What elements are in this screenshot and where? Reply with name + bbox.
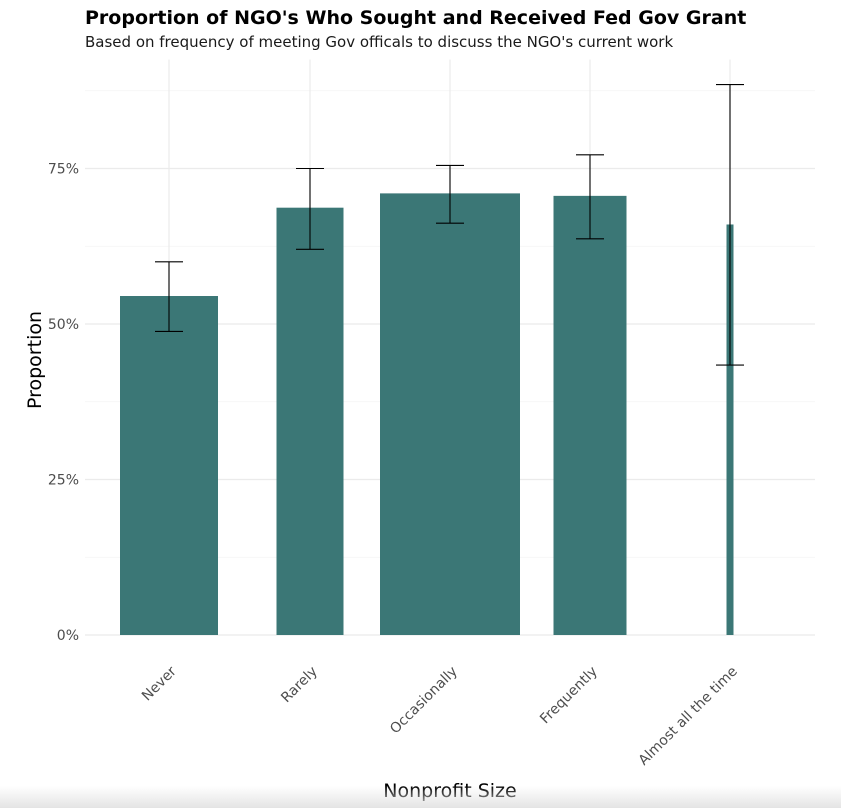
x-tick-label: Occasionally [387,664,461,738]
y-tick-label: 25% [48,473,79,489]
bar [726,224,734,636]
bar [276,207,344,635]
x-tick-label: Frequently [537,664,601,728]
y-tick-label: 0% [57,628,79,644]
y-tick-label: 50% [48,317,79,333]
bottom-shadow [0,786,841,808]
bars [120,193,734,636]
chart-title: Proportion of NGO's Who Sought and Recei… [85,7,747,29]
y-axis-ticks: 0% 25% 50% 75% [48,162,79,645]
x-tick-label: Almost all the time [636,664,741,769]
x-axis-ticks: Never Rarely Occasionally Frequently Almost … [139,663,741,768]
x-tick-label: Never [139,663,180,704]
y-tick-label: 75% [48,162,79,178]
bar [380,193,520,635]
x-tick-label: Rarely [278,664,321,707]
bar [120,296,218,635]
chart-subtitle: Based on frequency of meeting Gov offica… [85,33,674,51]
bar [553,195,627,636]
error-bars [155,83,744,366]
y-axis-title: Proportion [24,311,46,409]
